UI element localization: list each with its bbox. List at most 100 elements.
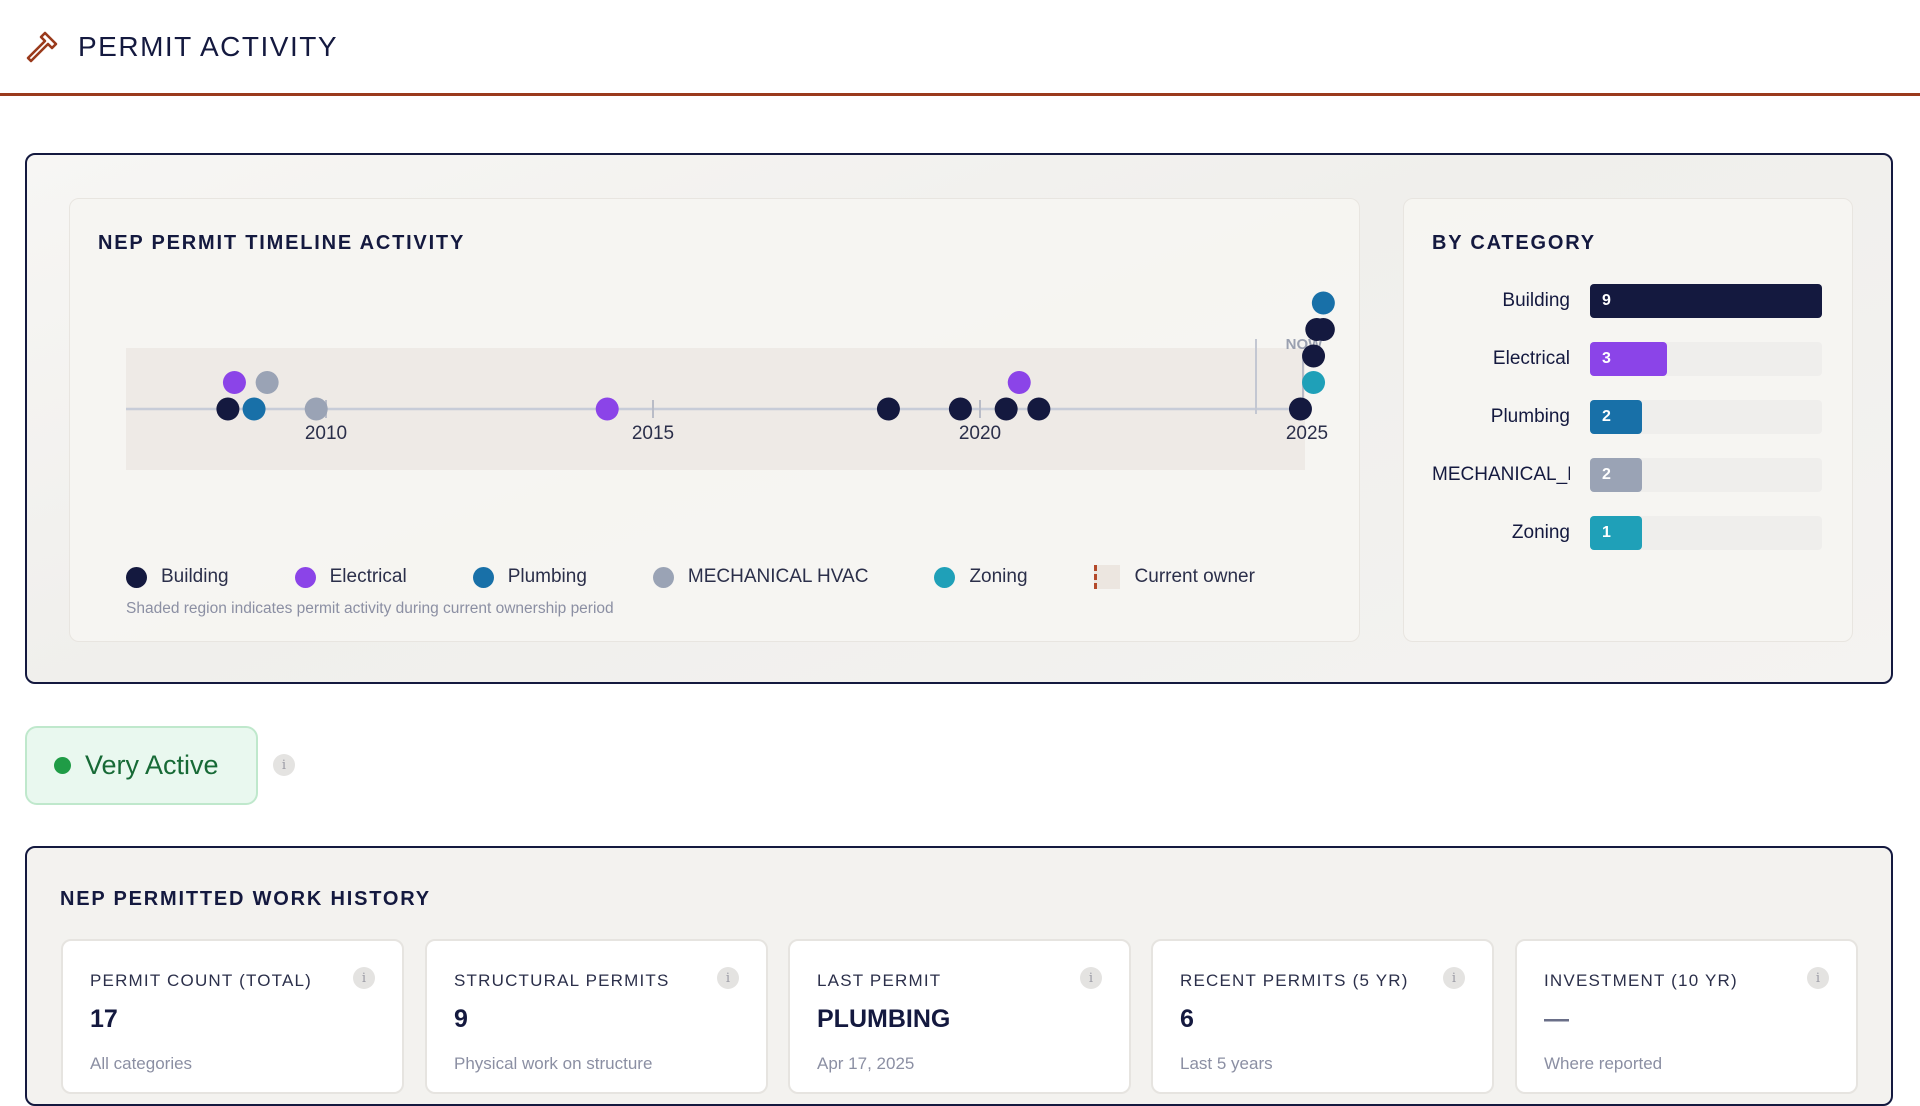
permit-point-building [1288,397,1312,421]
stat-subtext: All categories [90,1054,193,1073]
category-track: 3 [1590,342,1822,376]
category-value: 9 [1602,292,1611,309]
permit-point-building [1311,318,1335,341]
info-icon[interactable]: i [1080,967,1102,989]
stat-subtext: Physical work on structure [454,1054,653,1073]
category-row-building: Building 9 [1432,284,1832,318]
stat-subtext: Last 5 years [1180,1054,1273,1073]
category-bar-zoning: 1 [1590,516,1642,550]
legend-item-building: Building [126,566,229,588]
stat-card-structural-permits: STRUCTURAL PERMITS i 9 Physical work on … [425,939,768,1094]
page-title: PERMIT ACTIVITY [78,30,339,62]
legend-dot-mechanical-hvac [652,566,674,588]
permit-point-building [216,397,240,421]
category-label: MECHANICAL_HVAC [1432,464,1570,485]
legend-item-mechanical-hvac: MECHANICAL HVAC [652,566,869,588]
timeline-legend: Building Electrical Plumbing MECHANICAL … [126,562,1326,592]
legend-dot-zoning [934,566,956,588]
timeline-chart: 2010 2015 2020 2025 NOW [126,291,1335,470]
permit-point-plumbing [1311,291,1335,315]
permit-point-building [994,397,1018,421]
timeline-card: NEP PERMIT TIMELINE ACTIVITY 2010 2015 202… [69,198,1360,642]
permit-point-building [1302,344,1326,368]
timeline-note: Shaded region indicates permit activity … [126,600,614,617]
category-row-zoning: Zoning 1 [1432,516,1832,550]
stat-card-permit-count: PERMIT COUNT (TOTAL) i 17 All categories [61,939,404,1094]
legend-owner-marker [1093,565,1120,589]
info-icon[interactable]: i [273,754,295,776]
legend-label: Zoning [969,566,1028,587]
category-value: 1 [1602,524,1611,541]
category-label: Zoning [1511,522,1570,543]
category-value: 2 [1602,408,1611,425]
legend-item-current-owner: Current owner [1093,565,1255,589]
status-dot [54,757,71,774]
category-label: Building [1502,290,1570,311]
permit-point-mechanical-hvac [304,397,328,421]
info-icon[interactable]: i [1443,967,1465,989]
stat-card-last-permit: LAST PERMIT i PLUMBING Apr 17, 2025 [788,939,1131,1094]
stat-value: — [1544,1005,1569,1033]
timeline-title: NEP PERMIT TIMELINE ACTIVITY [98,232,466,254]
category-track: 9 [1590,284,1822,318]
legend-item-plumbing: Plumbing [472,566,587,588]
stat-card-recent-permits: RECENT PERMITS (5 YR) i 6 Last 5 years [1151,939,1494,1094]
activity-status-badge: Very Active [25,726,258,805]
category-value: 2 [1602,466,1611,483]
permit-point-mechanical-hvac [255,371,279,394]
legend-item-zoning: Zoning [934,566,1028,588]
work-history-title: NEP PERMITTED WORK HISTORY [60,888,431,910]
category-card: BY CATEGORY Building 9 Electrical 3 Plum… [1403,198,1853,642]
page-header: PERMIT ACTIVITY [0,0,1920,96]
tick-label: 2015 [632,423,674,444]
stat-value: 17 [90,1005,118,1033]
permit-point-zoning [1302,371,1326,394]
category-row-mechanical-hvac: MECHANICAL_HVAC 2 [1432,458,1832,492]
work-history-panel: NEP PERMITTED WORK HISTORY PERMIT COUNT … [25,846,1893,1106]
category-value: 3 [1602,350,1611,367]
category-row-electrical: Electrical 3 [1432,342,1832,376]
activity-label: Very Active [85,750,219,780]
legend-dot-plumbing [472,566,494,588]
legend-label: Plumbing [507,566,587,587]
hammer-icon [26,31,58,62]
permit-point-electrical [1007,371,1031,394]
legend-label: Building [161,566,229,587]
category-label: Electrical [1492,348,1570,369]
legend-label: MECHANICAL HVAC [687,566,869,587]
stat-label: RECENT PERMITS (5 YR) [1180,971,1409,990]
legend-label: Current owner [1134,566,1255,587]
legend-dot-electrical [294,566,316,588]
stat-subtext: Where reported [1544,1054,1663,1073]
timeline-panel: NEP PERMIT TIMELINE ACTIVITY 2010 2015 202… [25,153,1893,684]
permit-point-plumbing [242,397,266,421]
info-icon[interactable]: i [1807,967,1829,989]
stat-label: STRUCTURAL PERMITS [454,971,670,990]
category-track: 1 [1590,516,1822,550]
stat-value: PLUMBING [817,1005,951,1033]
category-row-plumbing: Plumbing 2 [1432,400,1832,434]
stat-subtext: Apr 17, 2025 [817,1054,915,1073]
permit-point-building [948,397,972,421]
stat-value: 9 [454,1005,468,1033]
info-icon[interactable]: i [353,967,375,989]
tick-label: 2010 [305,423,347,444]
stat-label: LAST PERMIT [817,971,942,990]
permit-point-building [876,397,900,421]
permit-point-electrical [222,371,246,394]
tick-label: 2025 [1286,423,1328,444]
info-icon[interactable]: i [717,967,739,989]
category-bar-plumbing: 2 [1590,400,1642,434]
category-bar-electrical: 3 [1590,342,1668,376]
category-bar-building: 9 [1590,284,1822,318]
stat-label: PERMIT COUNT (TOTAL) [90,971,313,990]
legend-dot-building [126,566,147,588]
legend-label: Electrical [329,566,407,587]
category-track: 2 [1590,458,1822,492]
category-title: BY CATEGORY [1432,232,1596,254]
category-label: Plumbing [1490,406,1570,427]
legend-item-electrical: Electrical [294,566,407,588]
category-bar-mechanical-hvac: 2 [1590,458,1642,492]
permit-point-building [1027,397,1051,421]
stat-value: 6 [1180,1005,1194,1033]
